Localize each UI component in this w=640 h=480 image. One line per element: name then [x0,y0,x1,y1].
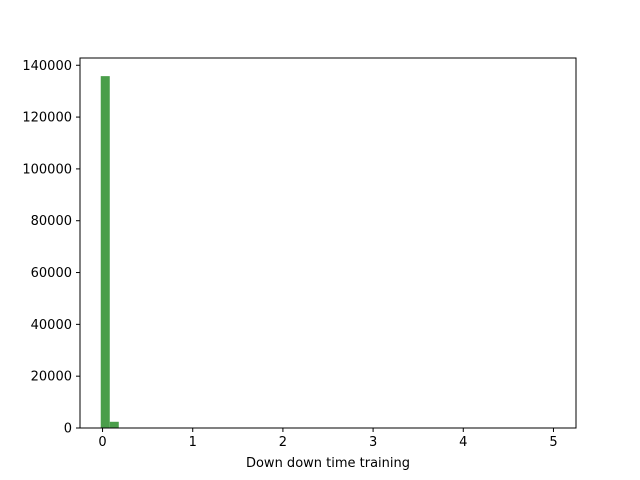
y-axis-ticks: 0 20000 40000 60000 80000 100000 120000 140000 [22,59,80,437]
x-tick-label: 0 [98,435,106,450]
x-axis-ticks: 0 1 2 3 4 5 [98,428,558,450]
x-tick-label: 2 [279,435,287,450]
x-tick-label: 4 [459,435,467,450]
y-tick-label: 140000 [22,59,72,74]
y-tick-label: 40000 [31,318,72,333]
y-tick-label: 0 [64,422,72,437]
y-tick-label: 100000 [22,162,72,177]
y-tick-label: 120000 [22,111,72,126]
x-axis-label: Down down time training [246,456,410,471]
histogram-bar [109,421,119,428]
histogram-bar [100,76,110,428]
y-tick-label: 20000 [31,370,72,385]
plot-frame [79,57,577,429]
x-tick-label: 1 [189,435,197,450]
x-tick-label: 5 [549,435,557,450]
y-tick-label: 80000 [31,214,72,229]
y-tick-label: 60000 [31,266,72,281]
bars-group [100,76,119,428]
x-tick-label: 3 [369,435,377,450]
